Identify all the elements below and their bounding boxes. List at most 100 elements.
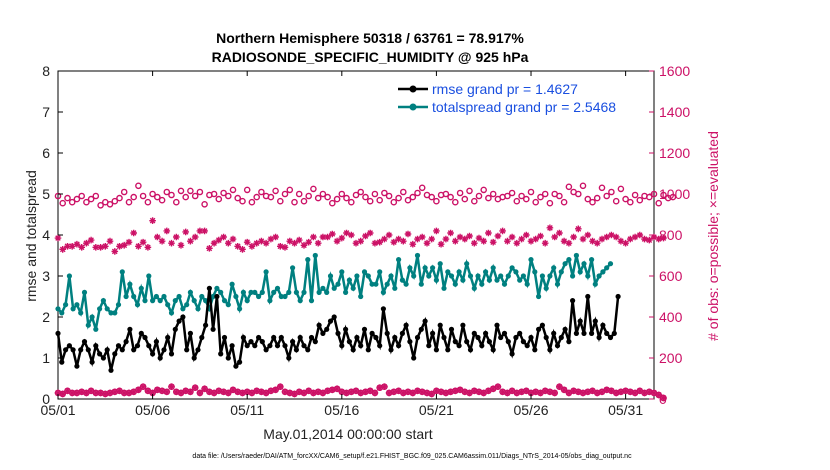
- possible-obs-point: [655, 199, 663, 207]
- evaluated-obs-point: [215, 236, 223, 244]
- low-count-obs-point-x: [418, 388, 426, 396]
- evaluated-obs-point: [570, 233, 577, 241]
- rmse-series-point: [89, 359, 95, 365]
- evaluated-obs-point: [504, 237, 511, 245]
- low-count-obs-point-x: [556, 383, 563, 390]
- rmse-series-point: [403, 322, 409, 328]
- low-count-obs-point-x: [404, 388, 412, 396]
- totalspread-series-point: [445, 269, 451, 275]
- low-count-obs-point-x: [395, 387, 402, 395]
- low-count-obs-point-x: [409, 389, 417, 397]
- possible-obs-point: [258, 188, 265, 196]
- low-count-obs-point-x: [102, 390, 109, 398]
- low-count-obs-point-x: [243, 388, 251, 396]
- totalspread-series-point: [460, 277, 466, 283]
- totalspread-series-point: [517, 277, 523, 283]
- rmse-series-point: [426, 343, 432, 349]
- low-count-obs-point-x: [54, 389, 62, 397]
- totalspread-series-point: [70, 306, 76, 312]
- rmse-series-point: [206, 285, 212, 291]
- possible-obs-point: [59, 199, 67, 207]
- totalspread-series-point: [596, 273, 602, 279]
- evaluated-obs-point: [168, 239, 175, 247]
- low-count-obs-point-x: [636, 387, 644, 395]
- rmse-series-point: [551, 330, 557, 336]
- evaluated-obs-point: [442, 235, 450, 243]
- low-count-obs-point-x: [584, 388, 592, 396]
- totalspread-series-point: [384, 281, 390, 287]
- rmse-series-point: [433, 347, 439, 353]
- possible-obs-point: [475, 192, 483, 200]
- rmse-series-point: [297, 334, 303, 341]
- rmse-series-point: [467, 347, 474, 353]
- rmse-series-point: [596, 334, 602, 341]
- plot-border: [57, 70, 655, 400]
- low-count-obs-point-x: [575, 388, 582, 396]
- evaluated-obs-point: [357, 237, 364, 245]
- totalspread-series-point: [97, 306, 103, 312]
- evaluated-obs-point: [258, 237, 265, 245]
- low-count-obs-point-x: [527, 389, 535, 397]
- rmse-series-point: [335, 330, 341, 336]
- x-axis-label: May.01,2014 00:00:00 start: [263, 426, 433, 442]
- low-count-obs-point-x: [87, 387, 95, 395]
- low-count-obs-point-x: [333, 385, 341, 393]
- evaluated-obs-point: [447, 229, 454, 237]
- evaluated-obs-point: [385, 231, 393, 239]
- possible-obs-point: [64, 194, 71, 202]
- possible-obs-point: [187, 187, 194, 195]
- possible-obs-point: [660, 191, 667, 199]
- totalspread-series-point: [570, 273, 576, 279]
- totalspread-series-point: [146, 273, 152, 279]
- evaluated-obs-point: [622, 239, 629, 247]
- possible-obs-point: [560, 198, 568, 206]
- possible-obs-point: [428, 193, 436, 201]
- totalspread-series-point: [327, 273, 334, 279]
- low-count-obs-point-x: [499, 388, 506, 396]
- possible-obs-point: [513, 197, 521, 205]
- rmse-series-point: [180, 314, 186, 320]
- totalspread-series-point: [335, 281, 341, 287]
- low-count-obs-point-x: [541, 387, 549, 395]
- evaluated-obs-point: [338, 234, 346, 242]
- possible-obs-point: [248, 198, 256, 206]
- possible-obs-point: [347, 198, 355, 206]
- possible-obs-point: [381, 189, 388, 197]
- low-count-obs-point-x: [144, 387, 152, 395]
- evaluated-obs-point: [593, 239, 601, 247]
- rmse-series-point: [286, 355, 292, 361]
- evaluated-obs-point: [130, 229, 137, 237]
- possible-obs-point: [390, 198, 398, 206]
- possible-obs-point: [371, 190, 379, 198]
- low-count-obs-point-x: [78, 388, 85, 396]
- rmse-series-point: [570, 298, 576, 304]
- chart-title-line1: Northern Hemisphere 50318 / 63761 = 78.9…: [216, 30, 524, 46]
- evaluated-obs-point: [404, 230, 412, 238]
- totalspread-series-point: [536, 293, 542, 300]
- low-count-obs-point-x: [489, 385, 497, 393]
- y2-tick-label-3: 600: [659, 268, 683, 284]
- evaluated-obs-point: [83, 239, 90, 247]
- rmse-series-point: [81, 339, 88, 345]
- possible-obs-point: [603, 192, 611, 200]
- evaluated-obs-point: [229, 235, 237, 243]
- totalspread-series-point: [377, 269, 383, 275]
- totalspread-series-point: [165, 302, 171, 308]
- low-count-obs-point-x: [116, 387, 123, 395]
- totalspread-series-point: [100, 298, 106, 304]
- rmse-series-point: [229, 343, 235, 349]
- possible-obs-point: [191, 192, 199, 200]
- x-tick-label-1: 05/06: [135, 402, 170, 418]
- totalspread-series-point: [581, 261, 587, 267]
- rmse-series-point: [501, 330, 508, 336]
- totalspread-series-point: [263, 269, 269, 275]
- evaluated-obs-point: [428, 235, 435, 243]
- x-tick-label-2: 05/11: [230, 402, 264, 418]
- low-count-obs-point-x: [64, 387, 71, 395]
- totalspread-series-point: [278, 293, 284, 300]
- evaluated-obs-point: [324, 233, 331, 241]
- possible-obs-point: [120, 188, 128, 196]
- low-count-obs-point-x: [196, 389, 204, 397]
- low-count-obs-point-x: [518, 388, 525, 396]
- totalspread-series-point: [195, 306, 201, 312]
